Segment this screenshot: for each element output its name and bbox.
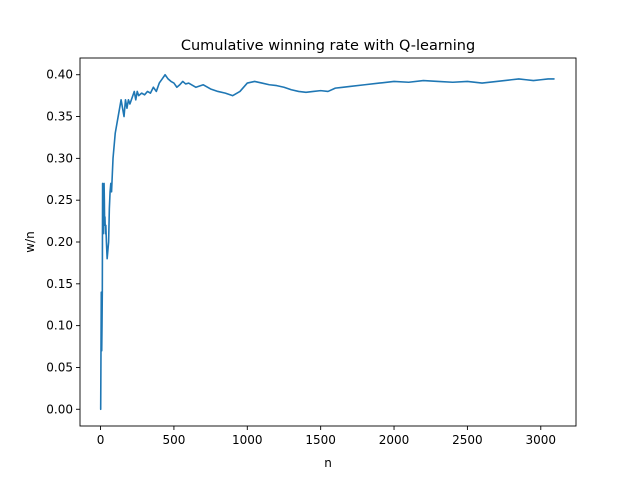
y-tick-label: 0.30 (46, 151, 73, 165)
x-axis-ticks: 0 500 1000 1500 2000 2500 3000 (97, 426, 556, 447)
x-tick-label: 3000 (526, 433, 557, 447)
y-tick-label: 0.05 (46, 360, 73, 374)
y-tick-label: 0.25 (46, 193, 73, 207)
y-tick-label: 0.15 (46, 277, 73, 291)
x-tick-label: 1500 (305, 433, 336, 447)
x-tick-label: 500 (162, 433, 185, 447)
y-tick-label: 0.10 (46, 319, 73, 333)
y-axis-label: w/n (23, 231, 37, 252)
chart-title: Cumulative winning rate with Q-learning (181, 38, 475, 54)
y-tick-label: 0.35 (46, 110, 73, 124)
x-tick-label: 2000 (379, 433, 410, 447)
x-tick-label: 2500 (452, 433, 483, 447)
x-axis-label: n (324, 456, 332, 470)
y-tick-label: 0.20 (46, 235, 73, 249)
y-tick-label: 0.00 (46, 402, 73, 416)
x-tick-label: 0 (97, 433, 105, 447)
plot-area (99, 73, 555, 411)
y-axis-ticks: 0.00 0.05 0.10 0.15 0.20 0.25 0.30 0.35 0.40 (46, 68, 80, 416)
x-tick-label: 1000 (232, 433, 263, 447)
y-tick-label: 0.40 (46, 68, 73, 82)
series-line (99, 73, 555, 411)
